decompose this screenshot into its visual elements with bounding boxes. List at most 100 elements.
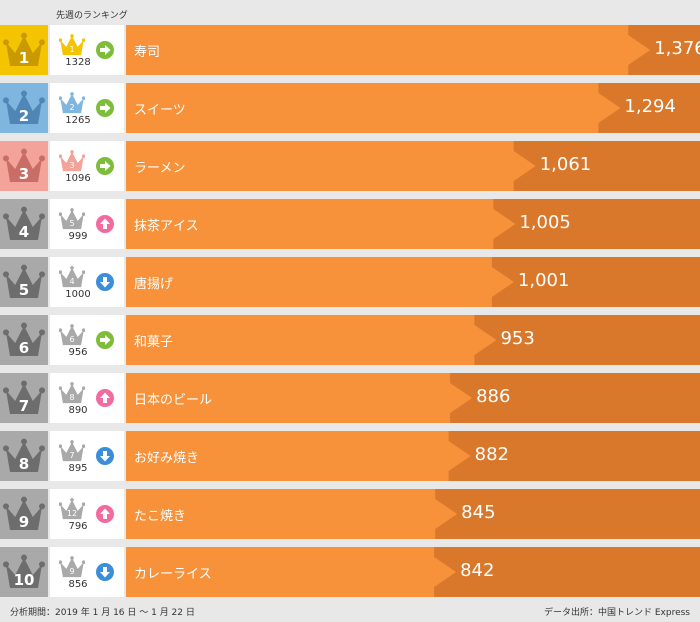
ranking-row: 5 4 1000 唐揚げ 1,001 — [0, 257, 700, 315]
previous-week-ranking-label: 先週のランキング — [56, 11, 128, 21]
previous-crown-icon: 7 — [59, 440, 85, 462]
value-bar — [126, 83, 621, 133]
rank-number: 8 — [19, 455, 29, 473]
bar-background: ラーメン 1,061 — [126, 141, 700, 191]
arrow-down-icon — [96, 447, 114, 465]
previous-week-value: 890 — [68, 405, 88, 416]
previous-rank-number: 6 — [69, 335, 74, 344]
bar-arrow — [126, 25, 651, 75]
category-label: 和菓子 — [134, 335, 174, 350]
value-bar — [126, 141, 536, 191]
crown-icon: 10 — [3, 554, 45, 589]
arrow-right-icon — [96, 99, 114, 117]
previous-rank-number: 9 — [69, 567, 74, 576]
rank-cell: 5 — [0, 257, 48, 307]
crown-icon: 4 — [3, 206, 45, 241]
previous-rank-number: 2 — [69, 103, 74, 112]
bar-background: 日本のビール 886 — [126, 373, 700, 423]
ranking-row: 6 6 956 和菓子 953 — [0, 315, 700, 373]
arrow-up-icon — [96, 505, 114, 523]
crown-icon: 8 — [3, 438, 45, 473]
bar-arrow — [126, 489, 458, 539]
previous-week-cell: 6 956 — [50, 315, 124, 365]
previous-week-cell: 4 1000 — [50, 257, 124, 307]
bar-background: 和菓子 953 — [126, 315, 700, 365]
ranking-row: 9 12 796 たこ焼き 845 — [0, 489, 700, 547]
ranking-row: 7 8 890 日本のビール 886 — [0, 373, 700, 431]
value-label: 1,294 — [624, 96, 676, 117]
arrow-down-icon — [96, 563, 114, 581]
value-bar — [126, 431, 471, 481]
category-label: カレーライス — [134, 567, 212, 582]
arrow-up-icon — [96, 389, 114, 407]
previous-week-cell: 5 999 — [50, 199, 124, 249]
value-bar — [126, 489, 458, 539]
category-label: 寿司 — [134, 45, 161, 60]
ranking-row: 1 1 1328 寿司 1,376 — [0, 25, 700, 83]
rank-cell: 8 — [0, 431, 48, 481]
value-label: 886 — [476, 386, 511, 407]
bar-background: スイーツ 1,294 — [126, 83, 700, 133]
rank-number: 3 — [19, 165, 29, 183]
value-label: 882 — [474, 444, 509, 465]
ranking-chart: 111328寿司1,376221265スイーツ1,294331096ラーメン1,… — [0, 25, 700, 605]
category-label: たこ焼き — [134, 509, 187, 524]
value-label: 1,001 — [517, 270, 570, 291]
previous-week-value: 1328 — [65, 57, 91, 68]
previous-week-value: 999 — [68, 231, 88, 242]
bar-background: 抹茶アイス 1,005 — [126, 199, 700, 249]
rank-number: 4 — [19, 223, 29, 241]
rank-number: 6 — [19, 339, 29, 357]
value-bar — [126, 315, 497, 365]
arrow-up-icon — [96, 215, 114, 233]
value-label: 1,376 — [654, 38, 700, 59]
value-bar — [126, 373, 473, 423]
previous-week-value: 856 — [68, 579, 88, 590]
previous-week-cell: 8 890 — [50, 373, 124, 423]
previous-week-cell: 7 895 — [50, 431, 124, 481]
arrow-right-icon — [96, 157, 114, 175]
category-label: スイーツ — [134, 103, 186, 118]
value-label: 1,061 — [539, 154, 592, 175]
ranking-row: 2 2 1265 スイーツ 1,294 — [0, 83, 700, 141]
rank-number: 10 — [14, 571, 35, 589]
ranking-row: 3 3 1096 ラーメン 1,061 — [0, 141, 700, 199]
previous-week-value: 1096 — [65, 173, 91, 184]
bar-arrow — [126, 373, 473, 423]
previous-rank-number: 7 — [69, 451, 74, 460]
rank-number: 1 — [19, 49, 29, 67]
value-bar — [126, 547, 457, 597]
value-label: 842 — [460, 560, 495, 581]
previous-crown-icon: 2 — [59, 92, 85, 114]
rank-number: 2 — [19, 107, 29, 125]
previous-week-cell: 12 796 — [50, 489, 124, 539]
previous-rank-number: 8 — [69, 393, 74, 402]
previous-week-cell: 9 856 — [50, 547, 124, 597]
crown-icon: 5 — [3, 264, 45, 299]
rank-cell: 4 — [0, 199, 48, 249]
previous-crown-icon: 8 — [59, 382, 85, 404]
previous-week-value: 796 — [68, 521, 88, 532]
bar-background: 唐揚げ 1,001 — [126, 257, 700, 307]
value-label: 953 — [500, 328, 535, 349]
bar-arrow — [126, 141, 536, 191]
footer: 分析期間：2019 年 1 月 16 日 〜 1 月 22 日 データ出所：中国… — [0, 600, 700, 622]
data-source: データ出所：中国トレンド Express — [543, 608, 690, 618]
previous-rank-number: 4 — [69, 277, 74, 286]
bar-arrow — [126, 83, 621, 133]
arrow-right-icon — [96, 41, 114, 59]
previous-rank-number: 3 — [69, 161, 74, 170]
crown-icon: 3 — [3, 148, 45, 183]
value-bar — [126, 257, 514, 307]
previous-crown-icon: 5 — [59, 208, 85, 230]
crown-icon: 6 — [3, 322, 45, 357]
crown-icon: 1 — [3, 32, 45, 67]
rank-cell: 2 — [0, 83, 48, 133]
rank-cell: 7 — [0, 373, 48, 423]
previous-crown-icon: 6 — [59, 324, 85, 346]
bar-arrow — [126, 199, 516, 249]
arrow-down-icon — [96, 273, 114, 291]
crown-icon: 2 — [3, 90, 45, 125]
category-label: 唐揚げ — [134, 277, 174, 292]
previous-rank-number: 12 — [67, 509, 77, 518]
